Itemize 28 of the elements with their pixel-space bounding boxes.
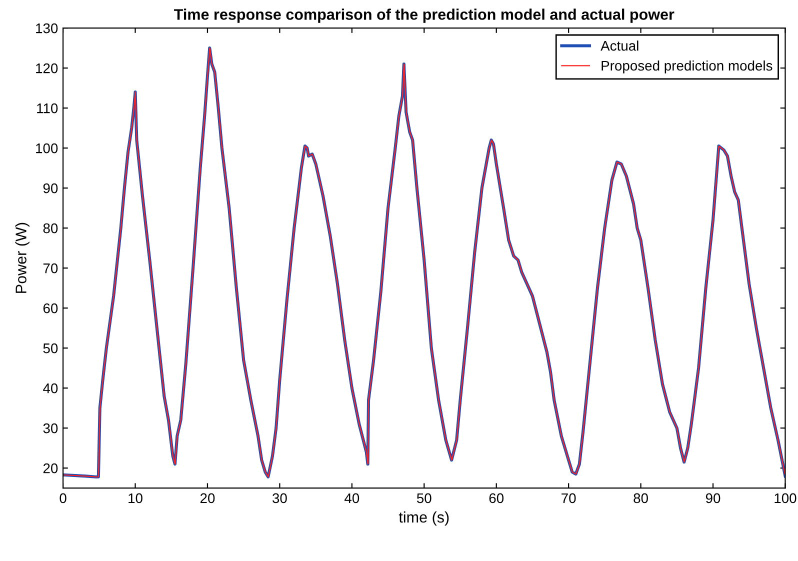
y-tick-label: 30 xyxy=(43,423,58,434)
x-tick-label: 90 xyxy=(706,493,720,504)
y-tick-label: 20 xyxy=(43,463,58,474)
x-tick-label: 100 xyxy=(774,493,796,504)
x-tick-label: 50 xyxy=(416,493,432,504)
y-tick-label: 50 xyxy=(43,343,58,354)
y-axis-title: Power (W) xyxy=(15,222,30,293)
y-tick-label: 130 xyxy=(36,23,58,34)
chart-title: Time response comparison of the prediction model and actual power xyxy=(174,8,674,23)
x-tick-label: 20 xyxy=(200,493,215,504)
legend-label: Actual xyxy=(600,40,638,51)
y-tick-label: 70 xyxy=(43,263,58,274)
x-tick-label: 30 xyxy=(272,493,287,504)
x-axis-title: time (s) xyxy=(398,511,449,526)
legend-label: Proposed prediction models xyxy=(602,60,772,74)
x-tick-label: 0 xyxy=(60,493,66,504)
y-tick-label: 40 xyxy=(43,383,58,394)
y-tick-label: 60 xyxy=(43,303,58,314)
y-tick-label: 90 xyxy=(43,183,58,194)
x-tick-label: 80 xyxy=(634,493,648,504)
y-tick-label: 80 xyxy=(43,223,58,234)
y-tick-label: 100 xyxy=(36,143,58,154)
x-tick-label: 10 xyxy=(128,493,142,504)
x-tick-label: 60 xyxy=(489,493,504,504)
x-tick-label: 40 xyxy=(344,493,360,504)
y-tick-label: 110 xyxy=(37,103,58,114)
x-tick-label: 70 xyxy=(562,493,576,504)
y-tick-label: 120 xyxy=(36,63,58,74)
